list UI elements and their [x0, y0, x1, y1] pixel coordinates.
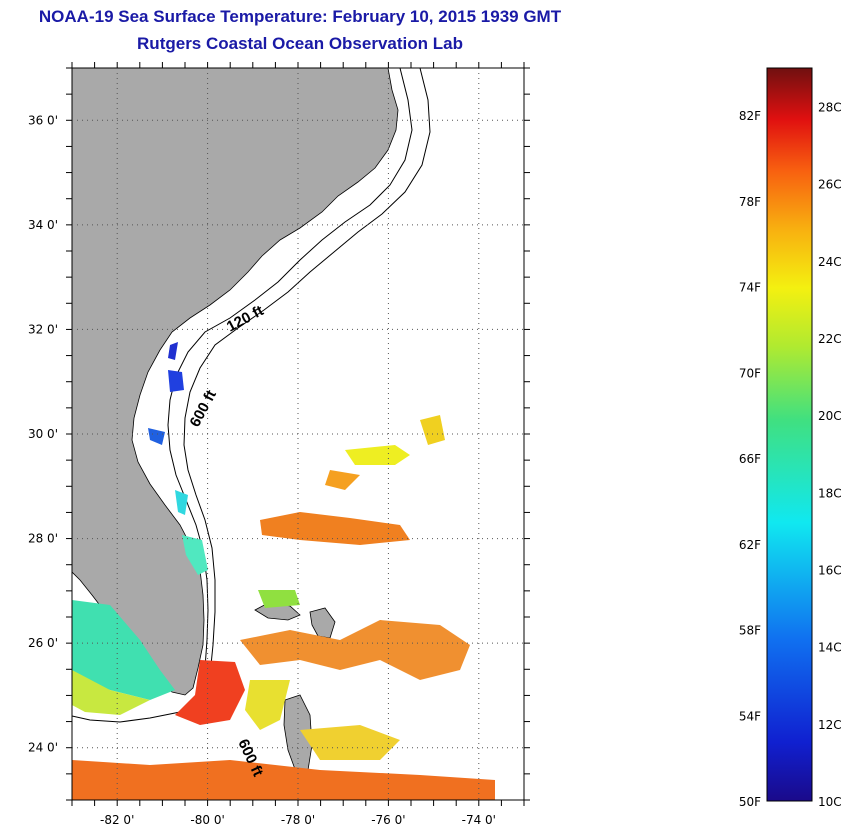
- colorbar-f-label: 58F: [739, 624, 761, 638]
- lat-tick-label: 36 0': [28, 113, 58, 127]
- map-grid: [72, 68, 524, 800]
- colorbar-f-label: 54F: [739, 709, 761, 723]
- map-subtitle: Rutgers Coastal Ocean Observation Lab: [137, 34, 463, 53]
- sst-patch-south: [72, 760, 495, 800]
- sst-patch-north: [345, 445, 410, 465]
- sst-map: 24 0' 26 0' 28 0' 30 0' 32 0' 34 0' 36 0' -82 …: [28, 62, 530, 827]
- lat-tick-label: 34 0': [28, 218, 58, 232]
- colorbar-c-label: 22C: [818, 332, 842, 346]
- sst-patch-north2: [420, 415, 445, 445]
- sst-patch-mid2: [325, 470, 360, 490]
- sst-patch-fl-cyan: [175, 490, 188, 515]
- lat-tick-label: 30 0': [28, 427, 58, 441]
- lat-tick-label: 28 0': [28, 532, 58, 546]
- colorbar-f-label: 66F: [739, 452, 761, 466]
- sst-patch-blue2: [148, 428, 165, 445]
- lon-tick-label: -82 0': [100, 813, 134, 827]
- sst-patch-mid1: [260, 512, 410, 545]
- map-title: NOAA-19 Sea Surface Temperature: Februar…: [38, 7, 562, 26]
- sst-patch-bahamas: [240, 620, 470, 680]
- lat-tick-label: 32 0': [28, 322, 58, 336]
- sst-patch-blue1: [168, 370, 184, 392]
- colorbar-c-label: 10C: [818, 795, 842, 809]
- colorbar-f-label: 78F: [739, 195, 761, 209]
- colorbar-f-label: 82F: [739, 109, 761, 123]
- lon-labels: -82 0' -80 0' -78 0' -76 0' -74 0': [100, 813, 496, 827]
- sst-patch-blue3: [168, 342, 178, 360]
- colorbar-c-label: 24C: [818, 255, 842, 269]
- colorbar-f-label: 62F: [739, 538, 761, 552]
- sst-patch-south-y: [300, 725, 400, 760]
- lon-tick-label: -80 0': [190, 813, 224, 827]
- colorbar-c-labels: 28C 26C 24C 22C 20C 18C 16C 14C 12C 10C: [818, 101, 842, 809]
- colorbar-c-label: 20C: [818, 409, 842, 423]
- colorbar-c-label: 12C: [818, 718, 842, 732]
- colorbar-f-labels: 82F 78F 74F 70F 66F 62F 58F 54F 50F: [739, 109, 761, 809]
- colorbar-f-label: 74F: [739, 281, 761, 295]
- colorbar-c-label: 14C: [818, 641, 842, 655]
- lat-tick-label: 26 0': [28, 636, 58, 650]
- lon-tick-label: -74 0': [462, 813, 496, 827]
- lat-labels: 24 0' 26 0' 28 0' 30 0' 32 0' 34 0' 36 0': [28, 113, 58, 754]
- lon-tick-label: -76 0': [371, 813, 405, 827]
- map-ticks: [66, 62, 530, 806]
- sst-patch-bahamas-y: [245, 680, 290, 730]
- colorbar-f-label: 70F: [739, 366, 761, 380]
- colorbar-c-label: 16C: [818, 564, 842, 578]
- lat-tick-label: 24 0': [28, 741, 58, 755]
- lon-tick-label: -78 0': [281, 813, 315, 827]
- colorbar-c-label: 28C: [818, 101, 842, 115]
- sst-patch-gulf-yellow: [72, 670, 150, 715]
- sst-patch-gulf: [72, 600, 175, 700]
- colorbar-gradient: [766, 67, 813, 802]
- sst-patch-gbah: [258, 590, 300, 608]
- sst-patch-keys: [175, 660, 245, 725]
- colorbar-f-label: 50F: [739, 795, 761, 809]
- colorbar-c-label: 26C: [818, 178, 842, 192]
- colorbar-c-label: 18C: [818, 486, 842, 500]
- sst-patch-fl-east: [182, 535, 208, 575]
